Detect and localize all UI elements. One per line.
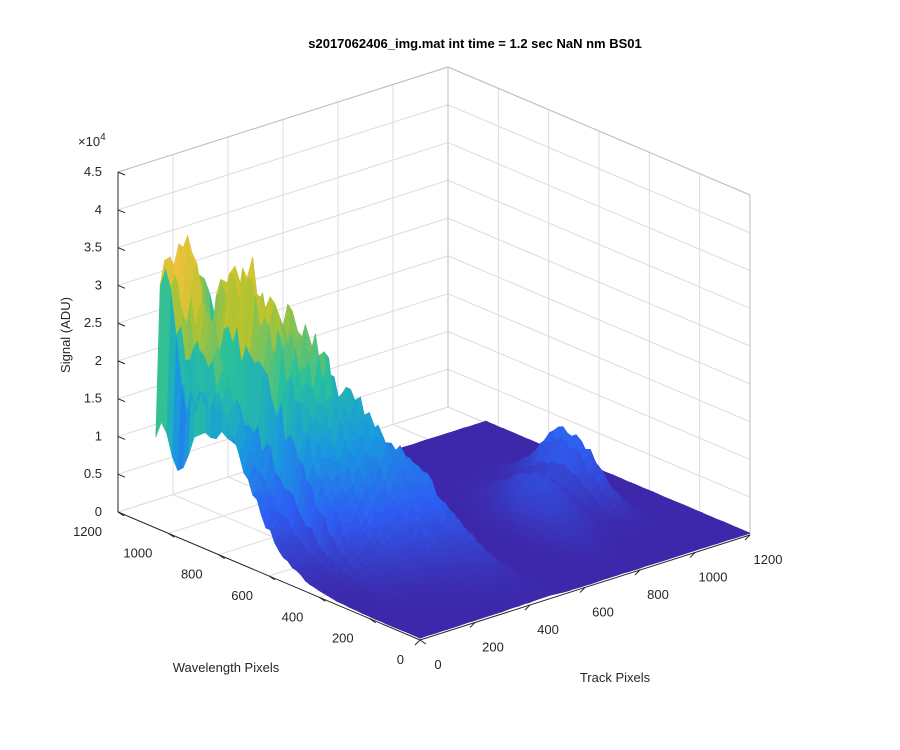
z-tick bbox=[117, 511, 126, 516]
x-tick bbox=[524, 604, 531, 611]
grid-line bbox=[117, 104, 449, 211]
z-tick-label: 4 bbox=[95, 202, 102, 217]
grid-line bbox=[447, 368, 751, 498]
z-tick-label: 4.5 bbox=[84, 164, 102, 179]
y-tick-label: 1000 bbox=[123, 545, 152, 560]
y-tick bbox=[419, 639, 427, 645]
x-axis-label: Track Pixels bbox=[580, 670, 651, 685]
z-tick bbox=[117, 209, 126, 214]
grid-line bbox=[447, 293, 751, 423]
z-exponent-power: 4 bbox=[100, 132, 106, 143]
x-tick bbox=[414, 639, 421, 646]
x-tick bbox=[469, 622, 476, 628]
x-tick-label: 200 bbox=[482, 640, 504, 655]
axes-layer bbox=[117, 171, 751, 646]
x-tick bbox=[744, 534, 751, 541]
surface-patch bbox=[739, 530, 751, 536]
grid-line bbox=[117, 142, 449, 249]
x-tick-label: 1200 bbox=[754, 552, 783, 567]
x-tick-label: 400 bbox=[537, 622, 559, 637]
labels-layer: 0200400600800100012000200400600800100012… bbox=[73, 164, 782, 672]
z-tick-label: 2.5 bbox=[84, 315, 102, 330]
grid-line bbox=[447, 330, 751, 460]
grid-line bbox=[447, 255, 751, 385]
y-tick bbox=[369, 618, 376, 624]
z-tick bbox=[117, 284, 126, 289]
x-tick-label: 600 bbox=[592, 605, 614, 620]
z-tick-label: 2 bbox=[95, 353, 102, 368]
z-tick-label: 1 bbox=[95, 428, 102, 443]
x-tick-label: 1000 bbox=[699, 570, 728, 585]
surface-layer bbox=[155, 235, 751, 639]
z-tick-label: 3.5 bbox=[84, 240, 102, 255]
z-tick-label: 1.5 bbox=[84, 391, 102, 406]
grid-line bbox=[447, 142, 751, 272]
y-tick-label: 800 bbox=[181, 567, 203, 582]
y-tick bbox=[168, 532, 175, 538]
grid-line bbox=[447, 179, 751, 309]
z-tick-label: 3 bbox=[95, 277, 102, 292]
z-exponent-label: ×104 bbox=[78, 132, 106, 149]
chart-title: s2017062406_img.mat int time = 1.2 sec N… bbox=[308, 36, 642, 51]
y-tick bbox=[268, 575, 276, 581]
y-tick bbox=[319, 596, 326, 602]
box-edge bbox=[117, 66, 449, 173]
x-tick-label: 0 bbox=[434, 657, 441, 672]
z-tick-label: 0.5 bbox=[84, 466, 102, 481]
z-tick bbox=[117, 247, 126, 252]
z-tick bbox=[117, 360, 126, 365]
z-tick-label: 0 bbox=[95, 504, 102, 519]
grid-line bbox=[447, 217, 751, 347]
y-tick bbox=[218, 554, 225, 560]
z-axis-label: Signal (ADU) bbox=[58, 297, 73, 373]
y-tick-label: 1200 bbox=[73, 524, 102, 539]
y-tick-label: 0 bbox=[397, 652, 404, 667]
z-tick bbox=[117, 435, 126, 440]
x-tick bbox=[689, 552, 696, 558]
y-tick-label: 400 bbox=[282, 609, 304, 624]
y-tick-label: 600 bbox=[231, 588, 253, 603]
z-exponent-base: ×10 bbox=[78, 134, 100, 149]
y-tick-label: 200 bbox=[332, 631, 354, 646]
grid-line bbox=[447, 104, 751, 234]
x-tick bbox=[579, 587, 586, 593]
z-tick bbox=[117, 171, 126, 176]
z-tick bbox=[117, 398, 126, 403]
y-axis-label: Wavelength Pixels bbox=[173, 660, 280, 675]
z-tick bbox=[117, 322, 126, 327]
x-tick bbox=[634, 569, 641, 576]
x-tick-label: 800 bbox=[647, 587, 669, 602]
z-tick bbox=[117, 473, 126, 478]
box-edge bbox=[447, 66, 751, 196]
